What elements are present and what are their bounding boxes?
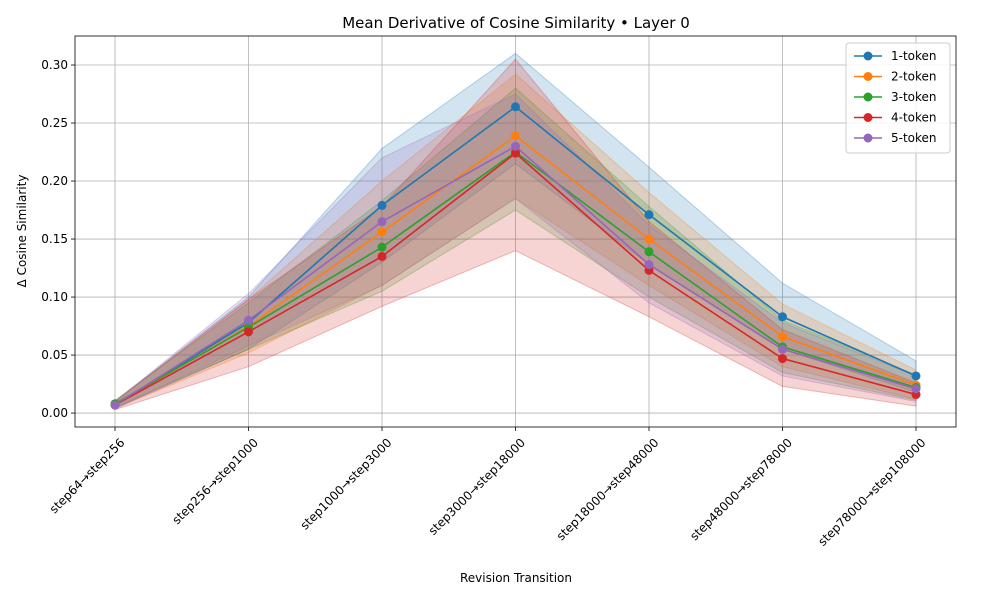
y-tick-label: 0.10 [41, 290, 68, 304]
grid [75, 36, 956, 427]
point-2-token [511, 131, 520, 141]
x-tick-label: step1000→step3000 [298, 436, 395, 533]
x-axis-label: Revision Transition [460, 571, 572, 585]
point-1-token [377, 200, 387, 210]
y-tick-label: 0.00 [41, 406, 68, 420]
point-5-token [644, 260, 654, 270]
y-tick-label: 0.20 [41, 174, 68, 188]
point-4-token [377, 251, 387, 261]
point-4-token [778, 354, 787, 364]
point-5-token [911, 384, 921, 394]
legend-label-2-token: 2-token [891, 70, 937, 84]
point-3-token [377, 242, 387, 252]
point-2-token [377, 227, 387, 237]
legend-label-5-token: 5-token [891, 131, 937, 145]
point-5-token [511, 141, 520, 151]
chart-title: Mean Derivative of Cosine Similarity • L… [342, 14, 690, 32]
legend-marker-3-token [863, 92, 873, 102]
legend-marker-2-token [863, 72, 873, 81]
legend-label-4-token: 4-token [891, 111, 937, 125]
x-tick-label: step256→step1000 [169, 436, 261, 528]
x-tick-label: step18000→step48000 [554, 436, 662, 544]
x-tick-label: step64→step256 [47, 436, 128, 517]
x-tick-label: step3000→step18000 [426, 436, 528, 538]
point-1-token [644, 210, 654, 220]
legend: 1-token 2-token 3-token 4-token 5-token [845, 42, 951, 154]
legend-box [845, 42, 951, 154]
y-axis-label: Δ Cosine Similarity [15, 175, 29, 288]
x-axis-ticks: step64→step256 step256→step1000 step1000→s… [47, 427, 928, 549]
y-axis-ticks: 0.00 0.05 0.10 0.15 0.20 0.25 0.30 [41, 58, 75, 420]
legend-marker-4-token [863, 113, 873, 122]
x-tick-label: step48000→step78000 [687, 436, 795, 544]
legend-label-3-token: 3-token [891, 90, 937, 104]
band-5-token [114, 93, 917, 410]
x-tick-label: step78000→step108000 [815, 436, 928, 549]
y-tick-label: 0.25 [41, 116, 68, 130]
legend-marker-5-token [863, 133, 873, 143]
y-tick-label: 0.15 [41, 232, 68, 246]
y-tick-label: 0.30 [41, 58, 68, 72]
confidence-bands [114, 52, 917, 411]
point-1-token [911, 371, 921, 381]
band-3-token [114, 87, 917, 409]
band-2-token [114, 73, 917, 410]
point-2-token [778, 332, 787, 342]
point-5-token [244, 315, 253, 325]
point-4-token [244, 327, 253, 337]
point-3-token [644, 247, 654, 257]
point-5-token [110, 400, 120, 410]
y-tick-label: 0.05 [41, 348, 68, 362]
series-markers [110, 102, 921, 410]
point-1-token [778, 312, 787, 322]
band-4-token [114, 58, 917, 411]
point-5-token [778, 344, 787, 354]
point-2-token [644, 234, 654, 244]
point-1-token [511, 102, 520, 112]
point-5-token [377, 217, 387, 227]
legend-label-1-token: 1-token [891, 49, 937, 63]
legend-marker-1-token [863, 51, 873, 61]
point-4-token [511, 148, 520, 158]
